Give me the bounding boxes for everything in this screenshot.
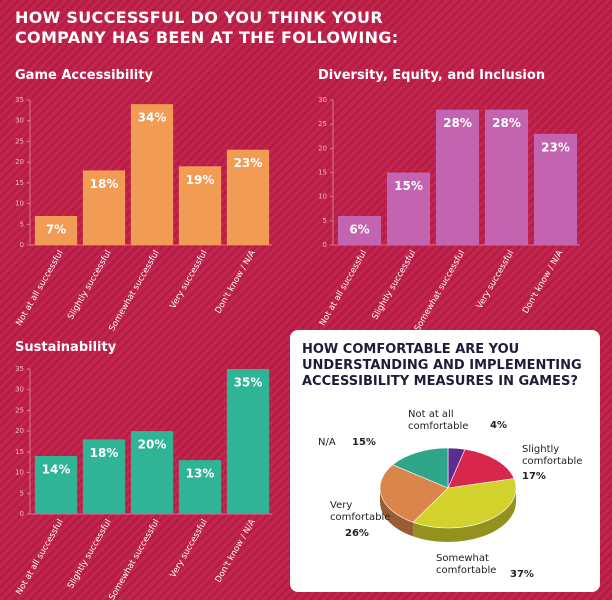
x-tick-label: Don't know / N/A	[213, 518, 257, 585]
pie-slice	[447, 448, 515, 489]
legend-label: N/A	[318, 437, 336, 448]
value-label: 28%	[492, 116, 521, 130]
value-label: 18%	[90, 446, 119, 460]
value-label: 4%	[490, 420, 507, 431]
y-tick-label: 30	[15, 117, 24, 125]
value-label: 15%	[352, 437, 376, 448]
legend-label: Not at all comfortable	[408, 409, 469, 432]
value-label: 26%	[345, 528, 369, 539]
x-tick-label: Slightly successful	[370, 249, 418, 322]
x-tick-label: Somewhat successful	[413, 249, 468, 333]
bar	[386, 172, 431, 245]
legend-label: Slightly comfortable	[522, 444, 583, 467]
value-label: 15%	[394, 179, 423, 193]
value-label: 20%	[138, 438, 167, 452]
x-tick-label: Don't know / N/A	[521, 249, 565, 316]
value-label: 18%	[90, 177, 119, 191]
bar	[34, 456, 78, 514]
y-tick-label: 35	[15, 96, 24, 104]
bar	[533, 133, 578, 245]
x-tick-label: Not at all successful	[14, 249, 65, 328]
x-tick-label: Not at all successful	[14, 518, 65, 597]
bar	[337, 216, 382, 245]
value-label: 7%	[46, 223, 66, 237]
y-tick-label: 30	[318, 96, 327, 104]
x-tick-label: Don't know / N/A	[213, 249, 257, 316]
y-tick-label: 5	[323, 217, 327, 225]
chart-title: Game Accessibility	[15, 68, 153, 83]
value-label: 37%	[510, 569, 534, 580]
x-tick-label: Somewhat successful	[107, 249, 162, 333]
page-title: HOW SUCCESSFUL DO YOU THINK YOUR COMPANY…	[15, 8, 399, 47]
y-tick-label: 20	[15, 427, 24, 435]
x-tick-label: Very successful	[168, 518, 209, 580]
y-tick-label: 30	[15, 386, 24, 394]
bar	[226, 369, 270, 514]
chart-title: Diversity, Equity, and Inclusion	[318, 68, 546, 83]
y-tick-label: 25	[318, 120, 327, 128]
legend-label: Somewhat comfortable	[436, 553, 497, 576]
pie-slice	[379, 464, 449, 523]
pie-slice	[412, 478, 517, 529]
value-label: 6%	[349, 223, 369, 237]
y-tick-label: 5	[20, 220, 24, 228]
y-tick-label: 10	[15, 200, 24, 208]
y-tick-label: 35	[15, 365, 24, 373]
bar	[130, 431, 174, 514]
y-tick-label: 0	[323, 241, 327, 249]
x-tick-label: Very successful	[475, 249, 516, 311]
value-label: 17%	[522, 471, 546, 482]
x-tick-label: Slightly successful	[66, 518, 114, 591]
bar	[226, 149, 270, 245]
y-tick-label: 5	[20, 489, 24, 497]
bar	[484, 109, 529, 246]
y-tick-label: 15	[318, 169, 327, 177]
legend-label: Very comfortable	[330, 500, 391, 523]
bar	[82, 439, 126, 514]
x-tick-label: Somewhat successful	[107, 518, 162, 600]
pie-side	[380, 488, 414, 537]
bar	[178, 166, 222, 245]
chart-title: HOW COMFORTABLE ARE YOU UNDERSTANDING AN…	[302, 342, 582, 389]
y-tick-label: 10	[318, 193, 327, 201]
y-tick-label: 15	[15, 179, 24, 187]
y-tick-label: 10	[15, 469, 24, 477]
pie-side	[413, 488, 516, 543]
bar	[178, 460, 222, 514]
y-tick-label: 25	[15, 406, 24, 414]
pie-slice	[392, 447, 449, 489]
value-label: 13%	[186, 467, 215, 481]
y-tick-label: 15	[15, 448, 24, 456]
y-tick-label: 25	[15, 137, 24, 145]
y-tick-label: 20	[318, 144, 327, 152]
value-label: 19%	[186, 173, 215, 187]
x-tick-label: Slightly successful	[66, 249, 114, 322]
value-label: 35%	[234, 376, 263, 390]
y-tick-label: 0	[20, 510, 24, 518]
chart-title: Sustainability	[15, 340, 117, 355]
value-label: 34%	[138, 111, 167, 125]
bar	[130, 104, 174, 246]
x-tick-label: Not at all successful	[318, 249, 369, 328]
value-label: 23%	[541, 140, 570, 154]
x-tick-label: Very successful	[168, 249, 209, 311]
value-label: 23%	[234, 156, 263, 170]
value-label: 14%	[42, 463, 71, 477]
bar	[34, 216, 78, 245]
y-tick-label: 0	[20, 241, 24, 249]
y-tick-label: 20	[15, 158, 24, 166]
bar	[435, 109, 480, 246]
value-label: 28%	[443, 116, 472, 130]
bar	[82, 170, 126, 245]
